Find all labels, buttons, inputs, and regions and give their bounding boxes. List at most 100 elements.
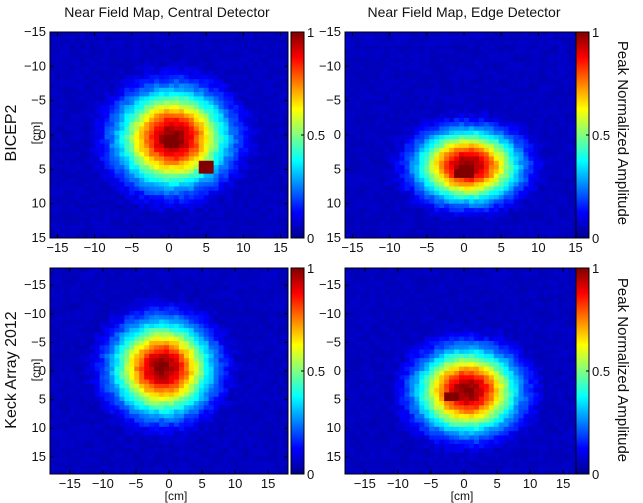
heatmap-cell [233, 130, 239, 136]
heatmap-cell [208, 87, 215, 93]
heatmap-cell [50, 426, 56, 432]
heatmap-cell [243, 186, 249, 192]
heatmap-cell [548, 100, 554, 106]
heatmap-cell [238, 195, 244, 200]
heatmap-cell [553, 182, 559, 187]
xlabel-bottom-left: [cm] [165, 489, 188, 503]
heatmap-cell [263, 49, 269, 54]
heatmap-cell [104, 87, 110, 93]
heatmap-cell [493, 79, 500, 84]
heatmap-cell [169, 104, 175, 110]
heatmap-cell [218, 233, 224, 239]
heatmap-cell [208, 160, 215, 166]
heatmap-cell [543, 36, 549, 41]
heatmap-cell [164, 40, 170, 46]
heatmap-cell [198, 165, 205, 170]
heatmap-cell [64, 87, 71, 93]
heatmap-cell [154, 130, 160, 136]
heatmap-cell [354, 36, 361, 41]
heatmap-cell [349, 156, 356, 162]
heatmap-cell [369, 79, 376, 84]
heatmap-cell [384, 199, 391, 205]
heatmap-cell [50, 465, 56, 471]
heatmap-cell [364, 53, 371, 59]
heatmap-cell [483, 207, 490, 213]
heatmap-cell [384, 190, 391, 196]
heatmap-cell [558, 169, 564, 175]
heatmap-cell [345, 53, 351, 59]
heatmap-cell [283, 186, 289, 192]
heatmap-cell [568, 212, 574, 217]
heatmap-cell [84, 203, 91, 209]
heatmap-cell [69, 147, 76, 153]
heatmap-cell [228, 160, 234, 166]
heatmap-cell [50, 104, 56, 110]
heatmap-cell [69, 126, 76, 132]
heatmap-cell [424, 135, 430, 140]
heatmap-cell [533, 225, 539, 230]
heatmap-cell [488, 57, 495, 63]
heatmap-cell [183, 109, 190, 114]
heatmap-cell [213, 186, 219, 192]
heatmap-cell [54, 285, 61, 290]
heatmap-cell [503, 143, 510, 149]
heatmap-cell [345, 126, 351, 132]
heatmap-cell [538, 225, 544, 230]
heatmap-cell [59, 328, 66, 333]
heatmap-cell [124, 74, 130, 80]
heatmap-cell [493, 186, 500, 192]
heatmap-cell [114, 212, 120, 217]
heatmap-cell [483, 186, 490, 192]
heatmap-cell [50, 87, 56, 93]
heatmap-cell [223, 70, 229, 76]
heatmap-cell [59, 113, 66, 119]
heatmap-cell [399, 203, 405, 209]
heatmap-cell [109, 83, 115, 89]
heatmap-cell [508, 92, 514, 97]
heatmap-cell [228, 44, 234, 50]
heatmap-cell [439, 32, 445, 37]
heatmap-cell [59, 332, 66, 338]
heatmap-cell [414, 100, 420, 106]
heatmap-cell [149, 182, 155, 187]
heatmap-cell [483, 233, 490, 239]
heatmap-cell [468, 156, 475, 162]
heatmap-cell [233, 53, 239, 59]
heatmap-cell [253, 126, 259, 132]
heatmap-cell [419, 57, 425, 63]
heatmap-cell [493, 143, 500, 149]
heatmap-cell [364, 199, 371, 205]
heatmap-cell [449, 190, 455, 196]
heatmap-cell [178, 199, 185, 205]
heatmap-cell [379, 117, 386, 123]
heatmap-cell [394, 79, 400, 84]
y-tick-label: 10 [327, 196, 341, 211]
heatmap-cell [248, 229, 254, 235]
heatmap-cell [129, 216, 135, 222]
heatmap-cell [384, 66, 391, 72]
heatmap-cell [59, 74, 66, 80]
y-tick-label: 5 [39, 161, 46, 176]
heatmap-cell [414, 160, 420, 166]
heatmap-cell [129, 207, 135, 213]
heatmap-cell [248, 87, 254, 93]
heatmap-cell [399, 104, 405, 110]
heatmap-cell [54, 135, 61, 140]
heatmap-cell [50, 40, 56, 46]
heatmap-cell [454, 83, 460, 89]
heatmap-cell [488, 147, 495, 153]
heatmap-cell [459, 199, 465, 205]
heatmap-cell [548, 147, 554, 153]
heatmap-cell [483, 156, 490, 162]
heatmap-cell [543, 190, 549, 196]
heatmap-cell [553, 109, 559, 114]
heatmap-cell [74, 280, 81, 286]
heatmap-cell [374, 160, 381, 166]
heatmap-cell [159, 49, 165, 54]
heatmap-cell [253, 229, 259, 235]
heatmap-cell [399, 139, 405, 144]
heatmap-cell [538, 186, 544, 192]
heatmap-cell [283, 225, 289, 230]
heatmap-cell [503, 57, 510, 63]
heatmap-cell [74, 160, 81, 166]
